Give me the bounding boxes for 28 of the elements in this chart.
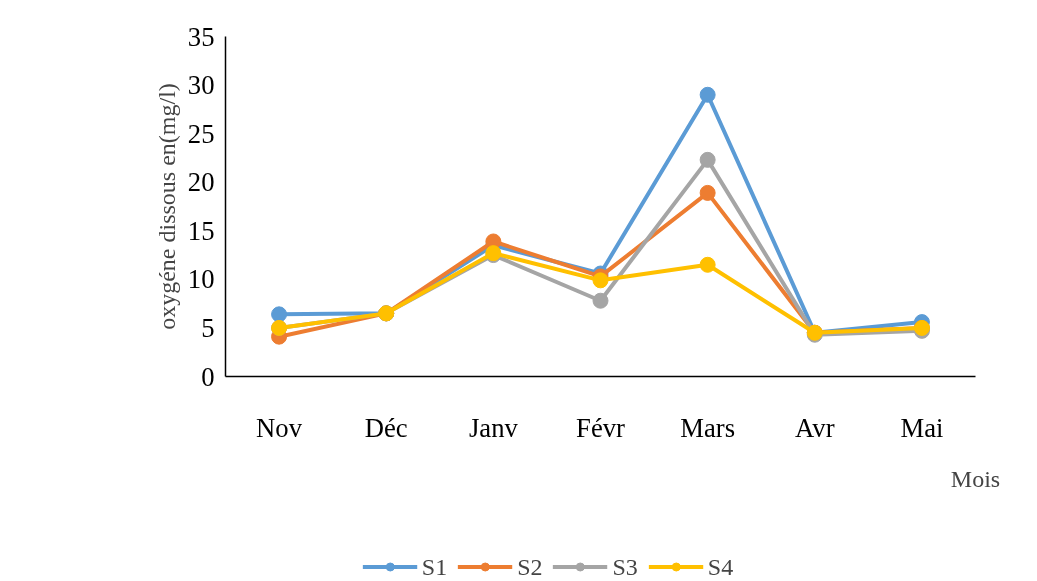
x-tick-label: Mars [680, 412, 736, 443]
y-tick-label: 5 [201, 312, 215, 343]
x-tick-label: Avr [795, 412, 835, 443]
x-tick-label: Janv [468, 412, 519, 443]
y-tick-label: 20 [187, 167, 215, 198]
point [592, 292, 609, 309]
point [699, 256, 716, 273]
legend-label: S2 [517, 553, 543, 581]
legend-label: S4 [707, 553, 734, 581]
y-tick-label: 15 [187, 215, 215, 246]
point [592, 272, 609, 289]
y-axis-title: oxygéne dissous en(mg/l) [153, 83, 180, 330]
y-tick-label: 35 [187, 21, 215, 52]
x-tick-label: Déc [364, 412, 408, 443]
x-tick-label: Févr [576, 412, 626, 443]
x-tick-label: Mai [900, 412, 944, 443]
point [699, 184, 716, 201]
y-tick-label: 0 [201, 361, 215, 392]
y-tick-label: 30 [187, 70, 215, 101]
legend-label: S1 [421, 553, 448, 581]
x-axis-title: Mois [950, 465, 1001, 492]
y-tick-label: 10 [187, 264, 215, 295]
point [271, 306, 288, 323]
x-tick-label: Nov [256, 412, 303, 443]
point [699, 86, 716, 103]
legend-label: S3 [612, 553, 638, 581]
y-tick-label: 25 [187, 118, 215, 149]
point [699, 151, 716, 168]
